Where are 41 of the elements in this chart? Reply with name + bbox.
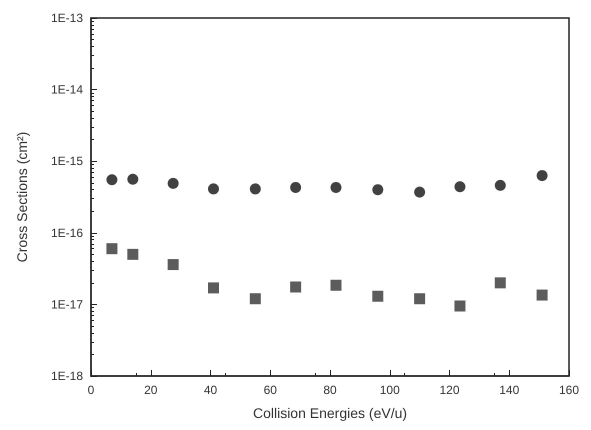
y-tick-label: 1E-16 (50, 226, 84, 240)
y-tick-label: 1E-15 (50, 154, 84, 168)
point (536, 290, 548, 301)
x-tick-label: 100 (380, 383, 400, 397)
point (208, 183, 219, 194)
x-tick-label: 80 (323, 383, 337, 397)
point (168, 178, 179, 189)
point (494, 277, 506, 288)
x-tick-label: 40 (204, 383, 218, 397)
point (372, 290, 384, 302)
point (290, 182, 302, 193)
x-tick-label: 140 (499, 383, 520, 397)
point (414, 293, 426, 304)
point (208, 282, 219, 294)
point (290, 282, 302, 292)
y-axis-title: Cross Sections (cm²) (14, 132, 30, 262)
point (127, 248, 138, 260)
point (250, 293, 261, 304)
x-tick-label: 20 (144, 383, 158, 397)
y-tick-label: 1E-13 (50, 11, 84, 25)
point (330, 280, 342, 291)
point (127, 174, 138, 185)
point (372, 184, 384, 196)
point (454, 300, 466, 312)
x-tick-label: 0 (88, 383, 95, 397)
point (494, 180, 506, 191)
point (414, 186, 426, 198)
point (330, 182, 342, 193)
point (106, 174, 118, 186)
y-tick-label: 1E-17 (50, 297, 84, 312)
y-tick-label: 1E-18 (50, 369, 84, 383)
point (536, 170, 548, 182)
x-tick-label: 160 (558, 383, 580, 397)
point (250, 183, 261, 194)
point (168, 259, 179, 270)
x-axis-title: Collision Energies (eV/u) (252, 405, 408, 421)
x-tick-label: 60 (264, 383, 278, 397)
x-tick-label: 120 (439, 383, 460, 397)
y-tick-label: 1E-14 (50, 82, 84, 97)
point (106, 243, 118, 254)
point (454, 181, 466, 192)
